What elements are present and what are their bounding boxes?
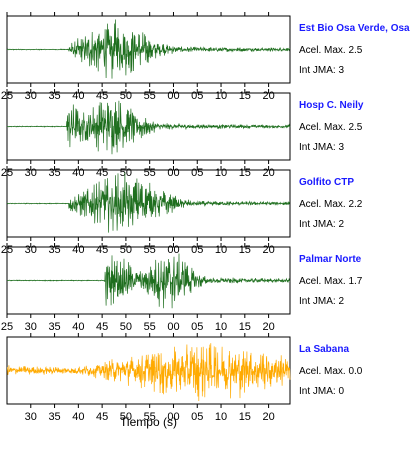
int-jma-3: Int JMA: 2 xyxy=(299,219,344,230)
station-name-3: Golfito CTP xyxy=(299,177,354,188)
x-tick-label-4-1: 25 xyxy=(1,321,13,333)
accel-max-2: Acel. Max. 2.5 xyxy=(299,122,363,133)
panel-frame-3 xyxy=(6,169,291,238)
waveform-trace-1 xyxy=(6,19,291,79)
waveform-trace-4 xyxy=(6,253,291,309)
int-jma-5: Int JMA: 0 xyxy=(299,386,344,397)
x-tick-label-4-10: 10 xyxy=(215,321,227,333)
x-tick-label-4-8: 00 xyxy=(167,321,179,333)
x-tick-label-4-5: 45 xyxy=(96,321,108,333)
station-name-2: Hosp C. Neily xyxy=(299,100,364,111)
accel-max-5: Acel. Max. 0.0 xyxy=(299,366,363,377)
x-tick-label-5-1: 30 xyxy=(25,411,37,423)
int-jma-2: Int JMA: 3 xyxy=(299,142,344,153)
x-tick-label-4-3: 35 xyxy=(48,321,60,333)
x-tick-label-4-12: 20 xyxy=(262,321,274,333)
accel-max-4: Acel. Max. 1.7 xyxy=(299,276,363,287)
x-tick-label-5-8: 05 xyxy=(191,411,203,423)
accel-max-1: Acel. Max. 2.5 xyxy=(299,45,363,56)
x-tick-label-5-3: 40 xyxy=(72,411,84,423)
x-tick-label-5-6: 55 xyxy=(144,411,156,423)
station-name-4: Palmar Norte xyxy=(299,254,362,265)
int-jma-4: Int JMA: 2 xyxy=(299,296,344,307)
x-tick-label-4-2: 30 xyxy=(25,321,37,333)
waveform-trace-3 xyxy=(6,172,291,233)
x-tick-label-4-7: 55 xyxy=(144,321,156,333)
station-name-1: Est Bio Osa Verde, Osa xyxy=(299,23,410,34)
x-tick-label-4-4: 40 xyxy=(72,321,84,333)
x-tick-label-5-2: 35 xyxy=(48,411,60,423)
x-tick-label-5-10: 15 xyxy=(239,411,251,423)
x-tick-label-5-9: 10 xyxy=(215,411,227,423)
x-tick-label-5-7: 00 xyxy=(167,411,179,423)
waveform-trace-2 xyxy=(6,100,291,155)
accel-max-3: Acel. Max. 2.2 xyxy=(299,199,363,210)
x-tick-label-5-5: 50 xyxy=(120,411,132,423)
x-tick-label-4-9: 05 xyxy=(191,321,203,333)
x-tick-label-4-6: 50 xyxy=(120,321,132,333)
x-tick-label-5-4: 45 xyxy=(96,411,108,423)
int-jma-1: Int JMA: 3 xyxy=(299,65,344,76)
x-tick-label-5-11: 20 xyxy=(262,411,274,423)
waveform-trace-5 xyxy=(6,343,291,402)
x-axis-label: Tiempo (s) xyxy=(120,415,177,429)
station-name-5: La Sabana xyxy=(299,344,349,355)
x-tick-label-4-11: 15 xyxy=(239,321,251,333)
